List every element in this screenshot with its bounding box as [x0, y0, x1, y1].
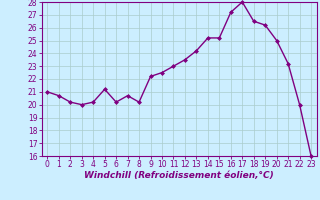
- X-axis label: Windchill (Refroidissement éolien,°C): Windchill (Refroidissement éolien,°C): [84, 171, 274, 180]
